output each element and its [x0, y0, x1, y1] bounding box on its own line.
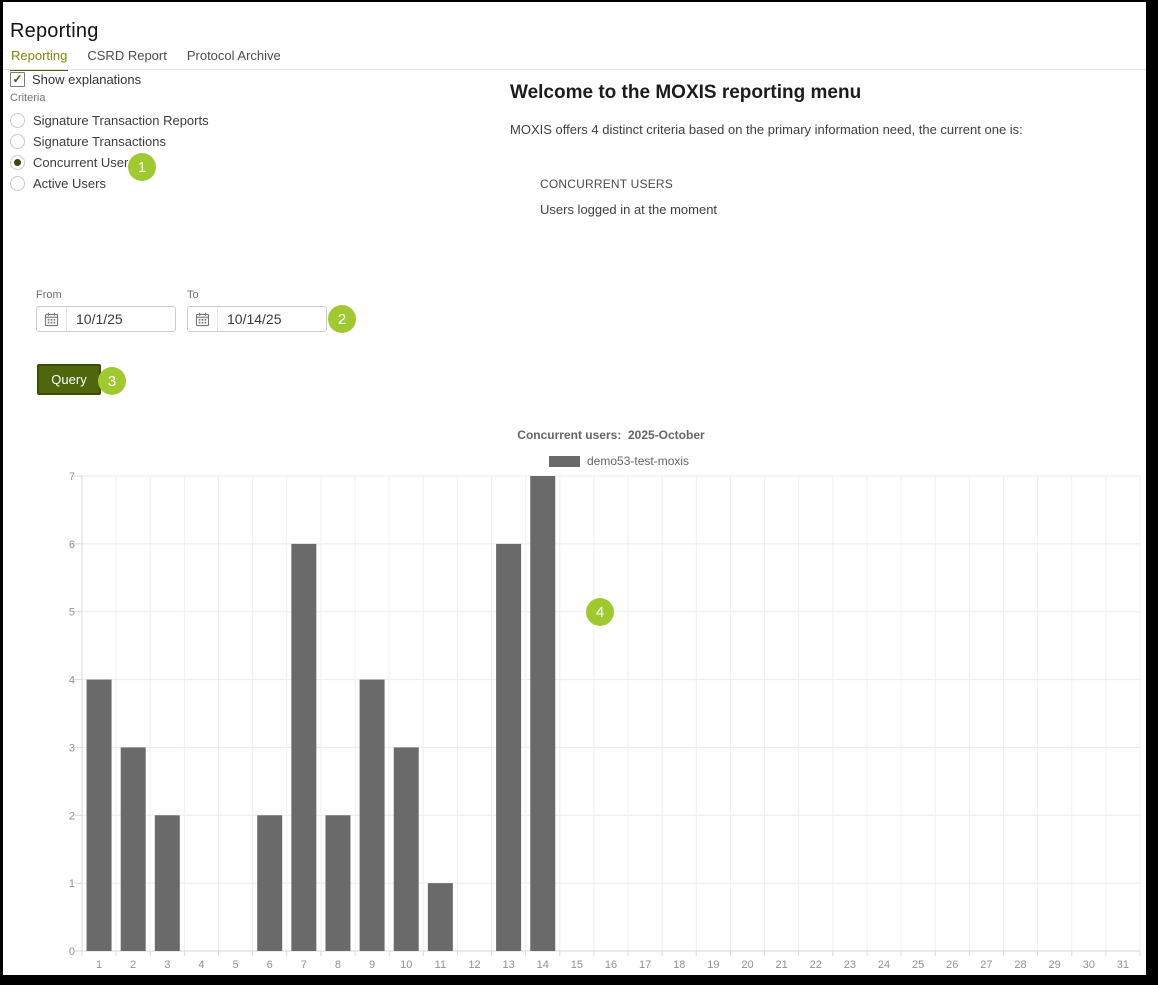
x-axis-label: 24 [878, 959, 890, 971]
radio-label: Signature Transactions [33, 134, 166, 149]
x-axis-label: 31 [1117, 959, 1129, 971]
x-axis-label: 20 [741, 959, 753, 971]
from-date-field[interactable] [36, 306, 176, 332]
x-axis-label: 10 [400, 959, 412, 971]
x-axis-label: 5 [233, 959, 239, 971]
radio-icon[interactable] [10, 113, 25, 128]
current-criteria-description: Users logged in at the moment [540, 202, 718, 217]
y-axis-label: 1 [69, 878, 75, 890]
x-axis-label: 9 [369, 959, 375, 971]
radio-label: Signature Transaction Reports [33, 113, 209, 128]
x-axis-label: 12 [468, 959, 480, 971]
show-explanations-checkbox[interactable]: ✓ [10, 72, 25, 87]
x-axis-label: 8 [335, 959, 341, 971]
bar-day-3 [154, 815, 180, 951]
x-axis-label: 7 [301, 959, 307, 971]
bar-day-9 [359, 679, 385, 951]
x-axis-label: 3 [164, 959, 170, 971]
tab-divider [3, 69, 1146, 70]
x-axis-label: 23 [844, 959, 856, 971]
to-label: To [187, 289, 199, 301]
chart-title: Concurrent users: 2025-October [517, 428, 705, 442]
current-criteria-title: CONCURRENT USERS [540, 177, 673, 191]
welcome-heading: Welcome to the MOXIS reporting menu [510, 82, 862, 103]
reporting-page: Reporting Reporting CSRD Report Protocol… [3, 2, 1146, 975]
bar-day-13 [496, 543, 522, 951]
x-axis-label: 13 [502, 959, 514, 971]
y-axis-label: 2 [69, 810, 75, 822]
x-axis-label: 28 [1014, 959, 1026, 971]
bar-day-14 [530, 476, 556, 951]
x-axis-label: 11 [435, 959, 446, 971]
bar-day-11 [427, 883, 453, 951]
legend-label: demo53-test-moxis [587, 454, 690, 468]
y-axis-label: 7 [69, 471, 75, 483]
tab-csrd-report[interactable]: CSRD Report [87, 48, 167, 63]
x-axis-label: 16 [605, 959, 617, 971]
bar-day-2 [120, 747, 146, 951]
x-axis-label: 25 [912, 959, 924, 971]
annotation-badge-2: 2 [328, 305, 356, 333]
x-axis-label: 26 [946, 959, 958, 971]
criteria-option-signature-transaction-reports[interactable]: Signature Transaction Reports [10, 110, 209, 131]
x-axis-label: 6 [267, 959, 273, 971]
x-axis-label: 1 [96, 959, 102, 971]
criteria-label: Criteria [10, 92, 46, 104]
annotation-badge-3: 3 [98, 367, 126, 395]
legend-swatch [549, 455, 580, 467]
x-axis-label: 15 [571, 959, 583, 971]
calendar-icon[interactable] [188, 307, 218, 331]
x-axis-label: 14 [537, 959, 549, 971]
y-axis-label: 4 [69, 675, 75, 687]
to-date-input[interactable] [218, 307, 326, 331]
page-title: Reporting [10, 20, 99, 43]
x-axis-label: 17 [639, 959, 651, 971]
y-axis-label: 5 [69, 607, 75, 619]
criteria-option-concurrent-users[interactable]: Concurrent Users [10, 152, 209, 173]
bar-day-8 [325, 815, 351, 951]
radio-label: Concurrent Users [33, 155, 135, 170]
bar-day-10 [393, 747, 419, 951]
tab-reporting[interactable]: Reporting [10, 46, 69, 71]
bar-day-1 [86, 679, 112, 951]
from-date-input[interactable] [67, 307, 175, 331]
chart-legend: demo53-test-moxis [549, 454, 689, 468]
x-axis-label: 4 [198, 959, 204, 971]
x-axis-label: 19 [707, 959, 719, 971]
y-axis-label: 0 [69, 946, 75, 958]
show-explanations-checkbox-row[interactable]: ✓ Show explanations [10, 72, 141, 87]
criteria-option-signature-transactions[interactable]: Signature Transactions [10, 131, 209, 152]
radio-label: Active Users [33, 176, 106, 191]
y-axis-label: 6 [69, 539, 75, 551]
annotation-badge-1: 1 [128, 153, 156, 181]
bar-day-6 [257, 815, 283, 951]
x-axis-label: 18 [673, 959, 685, 971]
criteria-radio-group: Signature Transaction Reports Signature … [10, 110, 209, 194]
welcome-description: MOXIS offers 4 distinct criteria based o… [510, 122, 1023, 137]
x-axis-label: 21 [776, 959, 788, 971]
y-axis-label: 3 [69, 742, 75, 754]
criteria-option-active-users[interactable]: Active Users [10, 173, 209, 194]
x-axis-label: 22 [810, 959, 822, 971]
show-explanations-label: Show explanations [32, 72, 142, 87]
x-axis-label: 30 [1083, 959, 1095, 971]
query-button[interactable]: Query [37, 364, 101, 395]
bar-day-7 [291, 543, 317, 951]
x-axis-label: 27 [980, 959, 992, 971]
radio-icon[interactable] [10, 155, 25, 170]
tab-bar: Reporting CSRD Report Protocol Archive [10, 46, 282, 71]
check-icon: ✓ [12, 72, 23, 86]
radio-icon[interactable] [10, 176, 25, 191]
x-axis-label: 29 [1049, 959, 1061, 971]
x-axis-label: 2 [130, 959, 136, 971]
from-label: From [36, 289, 62, 301]
radio-icon[interactable] [10, 134, 25, 149]
annotation-badge-4: 4 [586, 598, 614, 626]
calendar-icon[interactable] [37, 307, 67, 331]
tab-protocol-archive[interactable]: Protocol Archive [186, 48, 281, 63]
to-date-field[interactable] [187, 306, 327, 332]
